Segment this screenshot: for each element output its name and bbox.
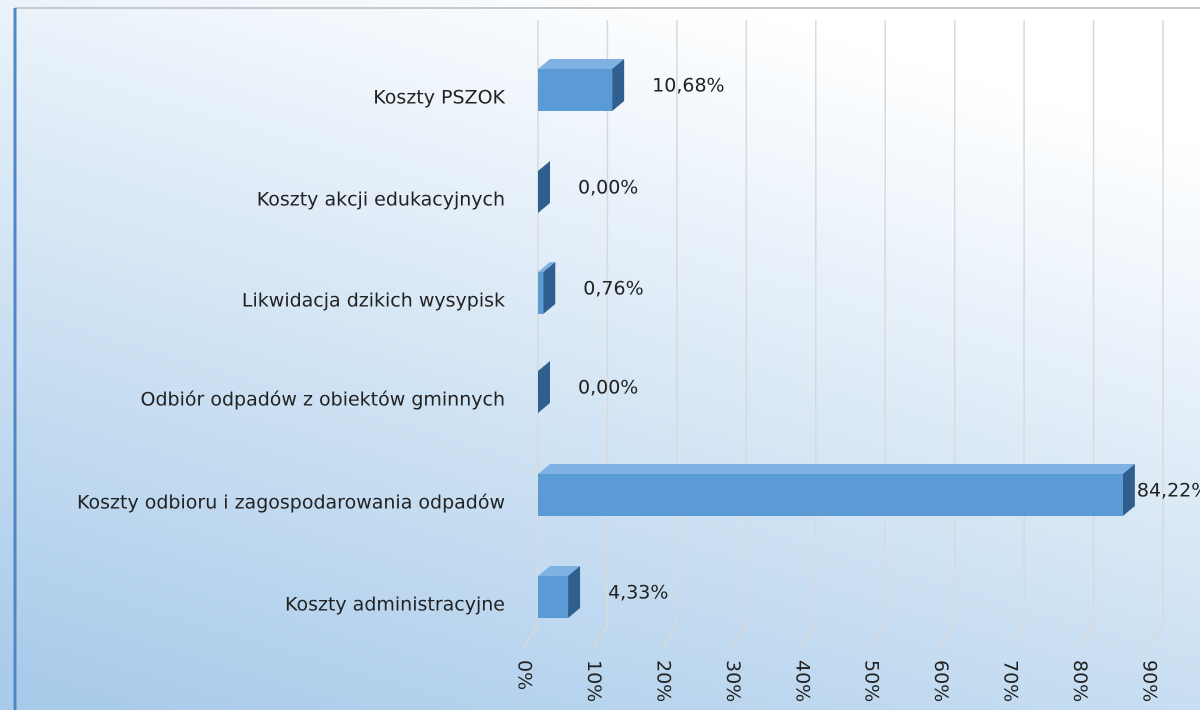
x-tick-label: 60% (930, 660, 952, 702)
grid-line (731, 20, 748, 648)
bar (538, 361, 550, 413)
x-tick-label: 40% (791, 660, 813, 702)
bar (538, 566, 581, 618)
x-tick-label: 30% (722, 660, 744, 702)
grid-line (592, 20, 609, 648)
bar-face (538, 576, 569, 618)
bar (538, 464, 1135, 516)
value-label: 10,68% (652, 75, 724, 97)
value-label: 0,00% (578, 177, 638, 199)
value-label: 0,00% (578, 377, 638, 399)
bar (538, 161, 550, 213)
grid-line (870, 20, 886, 648)
grid-line (940, 20, 956, 648)
bar-face (538, 262, 556, 272)
value-label: 0,76% (583, 278, 643, 300)
bar-face (538, 272, 544, 314)
grid-line (523, 20, 539, 648)
x-tick-label: 90% (1139, 660, 1161, 702)
bar-face (538, 69, 613, 111)
grid-line (1148, 20, 1164, 648)
x-tick-label: 80% (1069, 660, 1091, 702)
x-tick-label: 10% (583, 660, 605, 702)
grid-line (662, 20, 678, 648)
bar-face (538, 361, 550, 413)
bar-face (1122, 464, 1135, 516)
x-tick-label: 70% (1000, 660, 1022, 702)
y-tick-label: Koszty akcji edukacyjnych (257, 189, 505, 211)
bar-face (538, 474, 1123, 516)
bar-face (538, 161, 550, 213)
x-tick-label: 50% (861, 660, 883, 702)
bar-face (612, 59, 625, 111)
bar-face (543, 262, 556, 314)
grid-line (801, 20, 817, 648)
bar-face (568, 566, 581, 618)
y-tick-label: Koszty odbioru i zagospodarowania odpadó… (77, 492, 505, 514)
x-tick-label: 0% (514, 660, 536, 690)
y-tick-label: Odbiór odpadów z obiektów gminnych (141, 389, 505, 411)
y-tick-label: Koszty PSZOK (373, 87, 505, 109)
bar (538, 59, 625, 111)
bar-face (538, 464, 1135, 474)
grid-line (1009, 20, 1025, 648)
bar (538, 262, 556, 314)
y-tick-label: Koszty administracyjne (285, 594, 505, 616)
bar-face (538, 59, 625, 69)
grid-line (1078, 20, 1095, 648)
x-tick-label: 20% (652, 660, 674, 702)
y-tick-label: Likwidacja dzikich wysypisk (242, 290, 505, 312)
value-label: 84,22% (1137, 480, 1200, 502)
value-label: 4,33% (608, 582, 668, 604)
bar-face (538, 566, 581, 576)
